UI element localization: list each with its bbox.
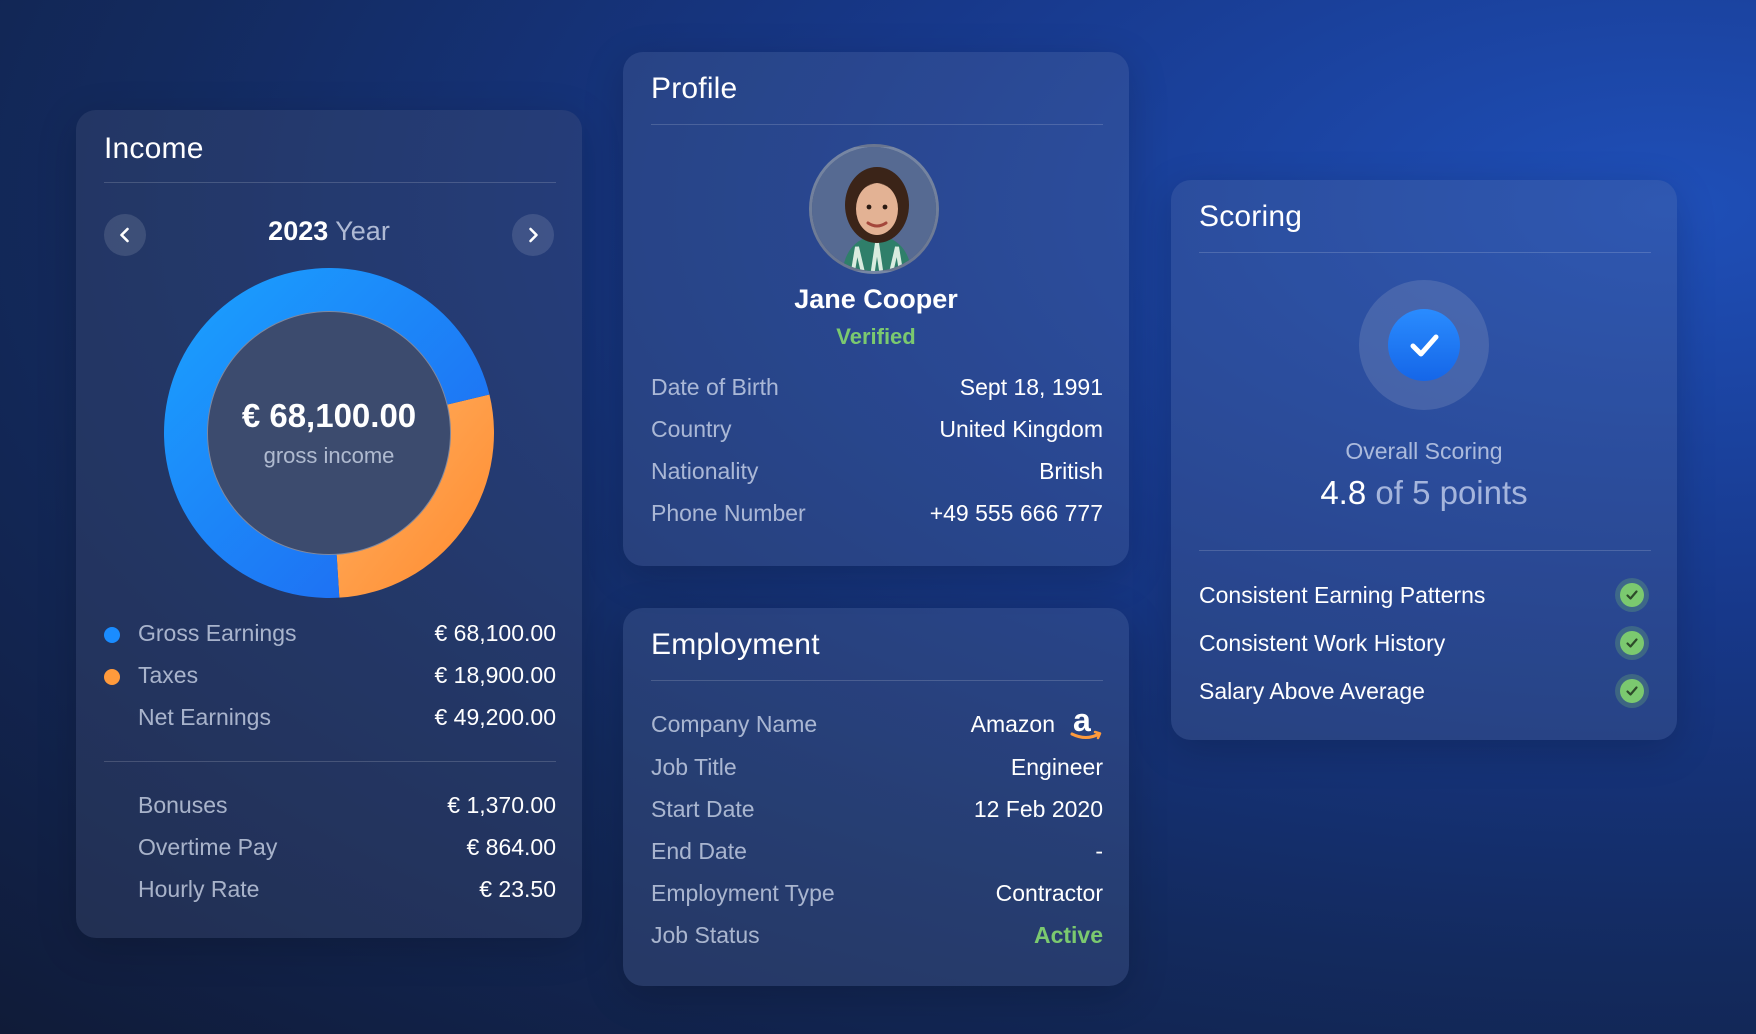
score-number: 4.8 — [1320, 474, 1367, 511]
row-label: Bonuses — [138, 792, 228, 818]
employment-type-row: Employment Type Contractor — [651, 880, 1103, 907]
scoring-card: Scoring Overall Scoring 4.8 of 5 points … — [1171, 180, 1677, 740]
income-overtime-row: Overtime Pay € 864.00 — [104, 834, 556, 861]
income-divider — [104, 182, 556, 183]
legend-net-earnings: Net Earnings € 49,200.00 — [104, 704, 556, 731]
legend-label: Gross Earnings — [138, 620, 297, 646]
row-label: Start Date — [651, 796, 755, 822]
next-year-button[interactable] — [512, 214, 554, 256]
scoring-divider — [1199, 252, 1651, 253]
employment-title: Employment — [651, 628, 820, 661]
legend-value: € 49,200.00 — [434, 704, 556, 730]
income-donut-chart: € 68,100.00 gross income — [163, 267, 494, 598]
row-label: Overtime Pay — [138, 834, 278, 860]
profile-name: Jane Cooper — [794, 284, 958, 314]
employment-divider — [651, 680, 1103, 681]
amazon-logo-icon: a — [1070, 705, 1102, 740]
profile-card: Profile Jane Cooper Verified Date of Bir… — [623, 52, 1129, 566]
check-circle-icon — [1615, 626, 1649, 660]
svg-text:a: a — [1073, 705, 1091, 738]
legend-value: € 18,900.00 — [434, 662, 556, 688]
profile-dob-row: Date of Birth Sept 18, 1991 — [651, 374, 1103, 401]
donut-segment-taxes — [336, 394, 494, 598]
row-value: Sept 18, 1991 — [959, 374, 1103, 400]
donut-subtitle: gross income — [263, 443, 395, 468]
income-card: Income 2023 Year € 68,100.0 — [76, 110, 582, 938]
row-value: +49 555 666 777 — [929, 500, 1103, 526]
criterion-label: Salary Above Average — [1199, 677, 1425, 704]
row-label: Employment Type — [651, 880, 835, 906]
scoring-title: Scoring — [1199, 200, 1303, 233]
row-label: Job Status — [651, 922, 760, 948]
score-suffix: of 5 points — [1375, 474, 1528, 511]
row-value: 12 Feb 2020 — [973, 796, 1103, 822]
criterion-item: Consistent Earning Patterns — [1199, 578, 1649, 612]
row-label: Country — [651, 416, 732, 442]
row-value: € 864.00 — [466, 834, 556, 860]
profile-phone-row: Phone Number +49 555 666 777 — [651, 500, 1103, 527]
row-label: Company Name — [651, 710, 818, 737]
criterion-item: Salary Above Average — [1199, 674, 1649, 708]
profile-nationality-row: Nationality British — [651, 458, 1103, 485]
row-label: Date of Birth — [651, 374, 779, 400]
year-value: 2023 — [268, 216, 329, 246]
verified-status: Verified — [836, 324, 916, 349]
legend-gross-earnings: Gross Earnings € 68,100.00 — [104, 620, 556, 647]
row-value: Engineer — [1010, 754, 1103, 780]
chevron-left-icon — [120, 227, 129, 243]
profile-country-row: Country United Kingdom — [651, 416, 1103, 443]
avatar-image — [812, 147, 936, 271]
row-label: Nationality — [651, 458, 759, 484]
donut-svg — [163, 267, 494, 598]
year-selector: 2023 Year — [76, 216, 582, 247]
employment-company-row: Company Name Amazon a — [651, 705, 1103, 742]
employment-startdate-row: Start Date 12 Feb 2020 — [651, 796, 1103, 823]
overall-scoring-label: Overall Scoring — [1345, 438, 1503, 464]
row-value: - — [1095, 838, 1103, 864]
row-label: Phone Number — [651, 500, 806, 526]
legend-value: € 68,100.00 — [434, 620, 556, 646]
employment-jobtitle-row: Job Title Engineer — [651, 754, 1103, 781]
scoring-divider-2 — [1199, 550, 1651, 551]
income-title: Income — [104, 132, 204, 165]
overall-scoring-value: 4.8 of 5 points — [1171, 474, 1677, 512]
employment-status-row: Job Status Active — [651, 922, 1103, 949]
company-name: Amazon — [970, 710, 1055, 737]
chevron-right-icon — [529, 227, 538, 243]
employment-enddate-row: End Date - — [651, 838, 1103, 865]
row-label: Job Title — [651, 754, 737, 780]
job-status-badge: Active — [1033, 922, 1103, 948]
year-label: Year — [335, 216, 390, 246]
row-label: End Date — [651, 838, 747, 864]
criterion-label: Consistent Earning Patterns — [1199, 581, 1486, 608]
income-divider-2 — [104, 761, 556, 762]
donut-amount: € 68,100.00 — [241, 397, 417, 434]
row-value: € 23.50 — [479, 876, 556, 902]
row-label: Hourly Rate — [138, 876, 260, 902]
checkmark-icon — [1388, 309, 1460, 381]
employment-card: Employment Company Name Amazon a Job Tit… — [623, 608, 1129, 986]
income-bonuses-row: Bonuses € 1,370.00 — [104, 792, 556, 819]
avatar — [809, 144, 939, 274]
orange-dot-icon — [104, 668, 120, 685]
profile-title: Profile — [651, 72, 738, 105]
row-value: British — [1039, 458, 1103, 484]
prev-year-button[interactable] — [104, 214, 146, 256]
legend-label: Net Earnings — [138, 704, 271, 730]
row-value: Contractor — [995, 880, 1103, 906]
score-badge — [1359, 280, 1489, 410]
income-hourly-row: Hourly Rate € 23.50 — [104, 876, 556, 903]
check-circle-icon — [1615, 578, 1649, 612]
legend-taxes: Taxes € 18,900.00 — [104, 662, 556, 689]
profile-divider — [651, 124, 1103, 125]
criterion-label: Consistent Work History — [1199, 629, 1446, 656]
donut-center: € 68,100.00 gross income — [164, 268, 494, 598]
blue-dot-icon — [104, 626, 120, 643]
legend-label: Taxes — [138, 662, 199, 688]
check-circle-icon — [1615, 674, 1649, 708]
row-value: € 1,370.00 — [447, 792, 556, 818]
row-value: United Kingdom — [939, 416, 1103, 442]
criterion-item: Consistent Work History — [1199, 626, 1649, 660]
